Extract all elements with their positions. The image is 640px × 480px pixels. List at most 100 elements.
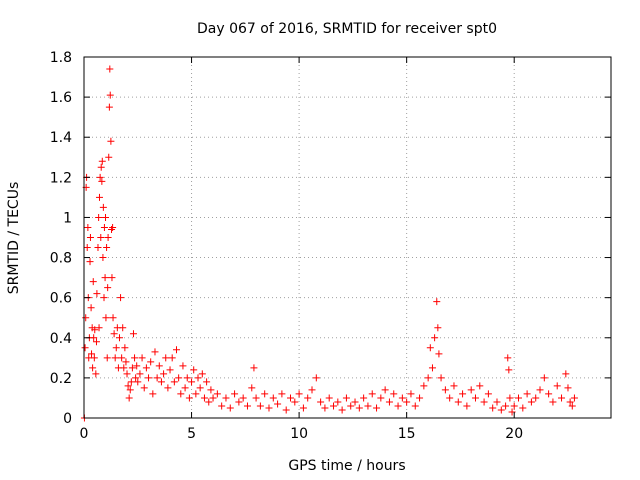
data-point bbox=[553, 382, 561, 390]
x-tick-label: 0 bbox=[80, 426, 89, 442]
data-point bbox=[381, 386, 389, 394]
data-point bbox=[360, 394, 368, 402]
data-point bbox=[108, 274, 116, 282]
data-point bbox=[160, 370, 168, 378]
data-point bbox=[317, 398, 325, 406]
data-point bbox=[125, 394, 133, 402]
data-point bbox=[377, 394, 385, 402]
data-point bbox=[450, 382, 458, 390]
data-point bbox=[86, 258, 94, 266]
data-point bbox=[107, 137, 115, 145]
data-point bbox=[435, 350, 443, 358]
data-point bbox=[104, 284, 112, 292]
data-point bbox=[351, 398, 359, 406]
data-point bbox=[286, 394, 294, 402]
data-point bbox=[493, 398, 501, 406]
data-point bbox=[192, 390, 200, 398]
data-point bbox=[97, 234, 105, 241]
data-point bbox=[155, 362, 163, 370]
data-point bbox=[88, 350, 96, 358]
data-point bbox=[90, 354, 98, 362]
y-tick-label: 0.6 bbox=[50, 291, 72, 307]
data-point bbox=[398, 394, 406, 402]
data-point bbox=[100, 294, 108, 302]
y-tick-label: 1.6 bbox=[50, 90, 72, 106]
data-point bbox=[570, 394, 578, 402]
data-point bbox=[347, 402, 355, 410]
data-point bbox=[368, 390, 376, 398]
data-point bbox=[162, 354, 170, 362]
data-point bbox=[428, 364, 436, 372]
data-point bbox=[166, 366, 174, 374]
data-point bbox=[502, 402, 510, 410]
data-points bbox=[80, 65, 578, 422]
data-point bbox=[92, 370, 100, 378]
data-point bbox=[467, 386, 475, 394]
data-point bbox=[172, 346, 180, 354]
data-point bbox=[111, 354, 119, 362]
data-point bbox=[304, 394, 312, 402]
data-point bbox=[132, 374, 140, 382]
data-point bbox=[545, 390, 553, 398]
data-point bbox=[128, 364, 136, 372]
data-point bbox=[93, 290, 101, 298]
data-point bbox=[426, 344, 434, 352]
data-point bbox=[278, 390, 286, 398]
data-point bbox=[308, 386, 316, 394]
data-point bbox=[194, 374, 202, 382]
data-point bbox=[248, 384, 256, 392]
data-point bbox=[463, 402, 471, 410]
data-point bbox=[364, 402, 372, 410]
data-point bbox=[549, 398, 557, 406]
data-point bbox=[133, 362, 141, 370]
data-point bbox=[203, 378, 211, 386]
data-point bbox=[99, 203, 107, 211]
data-point bbox=[390, 390, 398, 398]
data-point bbox=[250, 364, 258, 372]
data-point bbox=[131, 354, 139, 362]
data-point bbox=[87, 304, 95, 312]
data-point bbox=[489, 404, 497, 412]
data-point bbox=[205, 398, 213, 406]
data-point bbox=[149, 390, 157, 398]
data-point bbox=[420, 382, 428, 390]
grid-lines bbox=[84, 57, 611, 418]
data-point bbox=[566, 398, 574, 406]
y-tick-label: 1 bbox=[63, 210, 72, 226]
data-point bbox=[190, 366, 198, 374]
data-point bbox=[562, 370, 570, 378]
y-tick-label: 0 bbox=[63, 411, 72, 427]
data-point bbox=[151, 348, 159, 356]
data-point bbox=[82, 314, 90, 322]
data-point bbox=[505, 366, 513, 374]
data-point bbox=[138, 354, 146, 362]
data-point bbox=[134, 378, 142, 386]
data-point bbox=[92, 338, 100, 346]
data-point bbox=[123, 370, 131, 378]
y-tick-label: 0.8 bbox=[50, 251, 72, 267]
data-point bbox=[104, 234, 112, 241]
plot-frame bbox=[83, 56, 612, 419]
data-point bbox=[394, 402, 402, 410]
data-point bbox=[209, 394, 217, 402]
data-point bbox=[231, 390, 239, 398]
data-point bbox=[153, 374, 161, 382]
data-point bbox=[183, 374, 191, 382]
data-point bbox=[504, 354, 512, 362]
data-point bbox=[433, 298, 441, 306]
data-point bbox=[118, 354, 126, 362]
data-point bbox=[510, 402, 518, 410]
data-point bbox=[484, 390, 492, 398]
data-point bbox=[157, 378, 165, 386]
data-point bbox=[101, 274, 109, 282]
data-point bbox=[177, 390, 185, 398]
data-point bbox=[86, 234, 94, 241]
data-point bbox=[441, 386, 449, 394]
data-point bbox=[235, 398, 243, 406]
data-point bbox=[334, 398, 342, 406]
data-point bbox=[213, 390, 221, 398]
data-point bbox=[540, 374, 548, 382]
data-point bbox=[98, 157, 106, 165]
data-point bbox=[411, 402, 419, 410]
x-tick-labels: 0 5 10 15 20 bbox=[80, 426, 524, 442]
